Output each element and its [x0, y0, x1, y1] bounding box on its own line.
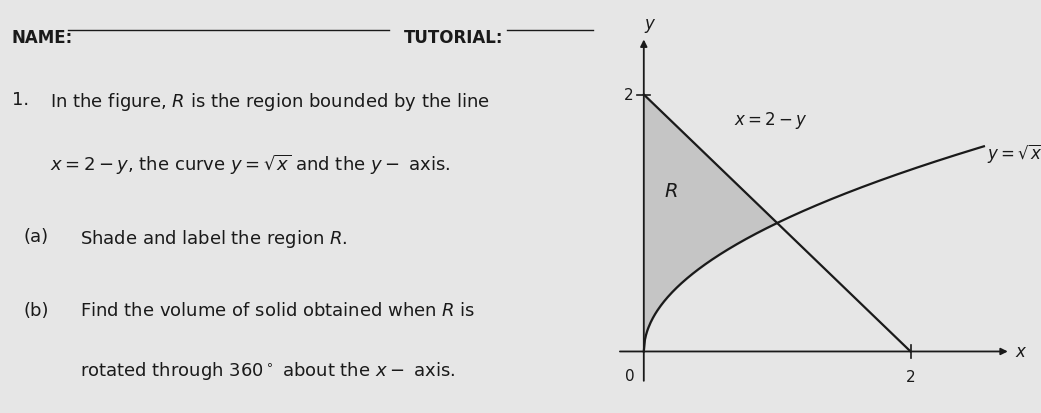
Text: Find the volume of solid obtained when $\mathit{R}$ is: Find the volume of solid obtained when $… [80, 301, 476, 319]
Text: (a): (a) [24, 227, 49, 245]
Text: (b): (b) [24, 301, 49, 319]
Text: $R$: $R$ [663, 182, 678, 201]
Text: Shade and label the region $\mathit{R}$.: Shade and label the region $\mathit{R}$. [80, 227, 348, 249]
Text: 0: 0 [625, 368, 634, 383]
Text: 1.: 1. [11, 91, 29, 109]
Text: rotated through 360$^\circ$ about the $x-$ axis.: rotated through 360$^\circ$ about the $x… [80, 359, 456, 381]
Text: In the figure, $\mathit{R}$ is the region bounded by the line: In the figure, $\mathit{R}$ is the regio… [50, 91, 490, 113]
Text: $y$: $y$ [644, 17, 657, 35]
Text: $x=2-y$: $x=2-y$ [735, 110, 808, 131]
Text: $x$: $x$ [1015, 343, 1027, 361]
Text: 2: 2 [624, 88, 633, 103]
Text: NAME:: NAME: [11, 29, 73, 47]
Text: TUTORIAL:: TUTORIAL: [404, 29, 503, 47]
Text: $y=\sqrt{x}$: $y=\sqrt{x}$ [987, 142, 1041, 164]
Text: 2: 2 [906, 370, 915, 385]
Text: $x=2-y$, the curve $y=\sqrt{x}$ and the $y-$ axis.: $x=2-y$, the curve $y=\sqrt{x}$ and the … [50, 153, 451, 177]
